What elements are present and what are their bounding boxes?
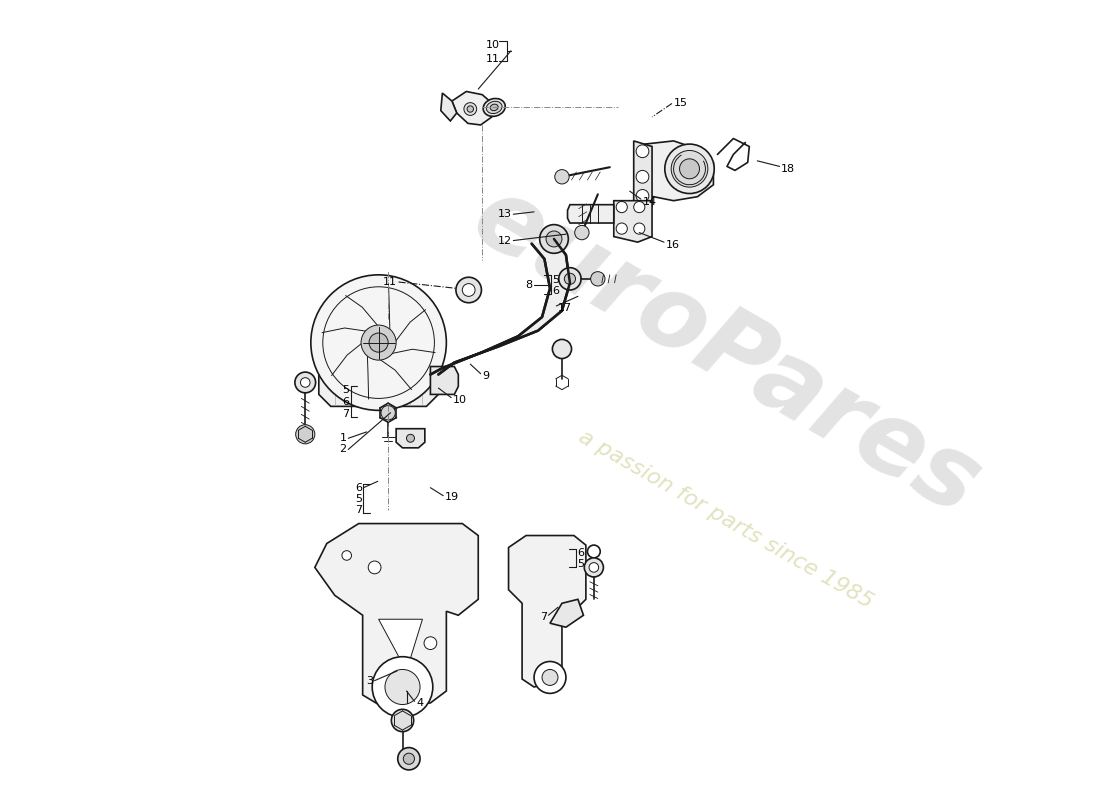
Polygon shape	[452, 91, 494, 125]
Circle shape	[381, 406, 395, 420]
Text: 5: 5	[355, 494, 362, 504]
Text: 6: 6	[355, 482, 362, 493]
Text: 18: 18	[781, 164, 795, 174]
Circle shape	[546, 231, 562, 247]
Text: 15: 15	[673, 98, 688, 109]
Circle shape	[407, 434, 415, 442]
Text: 11: 11	[383, 277, 397, 287]
Polygon shape	[634, 141, 652, 207]
Circle shape	[554, 170, 569, 184]
Ellipse shape	[671, 150, 708, 187]
Polygon shape	[396, 429, 425, 448]
Ellipse shape	[486, 102, 502, 114]
Text: 3: 3	[366, 676, 373, 686]
Circle shape	[368, 561, 381, 574]
Text: 7: 7	[354, 505, 362, 515]
Circle shape	[634, 223, 645, 234]
Text: 12: 12	[497, 235, 512, 246]
Text: 2: 2	[340, 445, 346, 454]
Polygon shape	[508, 535, 586, 687]
Circle shape	[636, 190, 649, 202]
Text: 13: 13	[497, 210, 512, 219]
Circle shape	[342, 550, 352, 560]
Circle shape	[590, 562, 598, 572]
Text: 6: 6	[552, 286, 560, 296]
Circle shape	[540, 225, 569, 254]
Circle shape	[616, 202, 627, 213]
Text: 7: 7	[540, 612, 547, 622]
Text: 19: 19	[444, 492, 459, 502]
Circle shape	[574, 226, 590, 240]
Circle shape	[584, 558, 604, 577]
Circle shape	[634, 202, 645, 213]
Polygon shape	[638, 141, 714, 201]
Text: 5: 5	[552, 274, 560, 285]
Polygon shape	[430, 366, 459, 394]
Circle shape	[564, 274, 575, 285]
Text: 10: 10	[453, 395, 466, 405]
Circle shape	[462, 284, 475, 296]
Polygon shape	[550, 599, 583, 627]
Circle shape	[542, 670, 558, 686]
Polygon shape	[614, 201, 652, 242]
Circle shape	[404, 753, 415, 764]
Polygon shape	[441, 93, 456, 121]
Text: 6: 6	[578, 548, 584, 558]
Text: 17: 17	[558, 303, 572, 314]
Circle shape	[535, 662, 565, 694]
Circle shape	[616, 223, 627, 234]
Polygon shape	[315, 523, 478, 707]
Circle shape	[636, 145, 649, 158]
Text: 6: 6	[342, 397, 349, 406]
Circle shape	[559, 268, 581, 290]
Polygon shape	[378, 619, 422, 671]
Ellipse shape	[680, 159, 700, 178]
Ellipse shape	[491, 104, 498, 110]
Circle shape	[464, 102, 476, 115]
Text: 9: 9	[482, 371, 490, 381]
Circle shape	[311, 275, 447, 410]
Text: 5: 5	[342, 386, 349, 395]
Circle shape	[392, 710, 414, 732]
Text: 16: 16	[666, 239, 680, 250]
Circle shape	[295, 372, 316, 393]
Ellipse shape	[664, 144, 714, 194]
Text: 7: 7	[342, 409, 349, 418]
Circle shape	[424, 637, 437, 650]
Circle shape	[361, 325, 396, 360]
Circle shape	[468, 106, 473, 112]
Circle shape	[552, 339, 572, 358]
Circle shape	[591, 272, 605, 286]
Text: 8: 8	[526, 280, 532, 290]
Circle shape	[636, 170, 649, 183]
Circle shape	[587, 545, 601, 558]
Text: 14: 14	[642, 198, 657, 207]
Circle shape	[300, 378, 310, 387]
Circle shape	[398, 747, 420, 770]
Circle shape	[372, 657, 432, 718]
Polygon shape	[319, 350, 439, 406]
Text: 1: 1	[340, 434, 346, 443]
Text: a passion for parts since 1985: a passion for parts since 1985	[574, 427, 876, 612]
Polygon shape	[430, 239, 570, 374]
Circle shape	[455, 278, 482, 302]
Text: 5: 5	[578, 559, 584, 570]
Circle shape	[385, 670, 420, 705]
Text: 10: 10	[485, 40, 499, 50]
Ellipse shape	[483, 98, 505, 116]
Polygon shape	[568, 205, 614, 223]
Circle shape	[296, 425, 315, 444]
Text: 4: 4	[416, 698, 424, 708]
Text: euroPares: euroPares	[455, 168, 996, 536]
Circle shape	[368, 333, 388, 352]
Text: 11: 11	[485, 54, 499, 64]
